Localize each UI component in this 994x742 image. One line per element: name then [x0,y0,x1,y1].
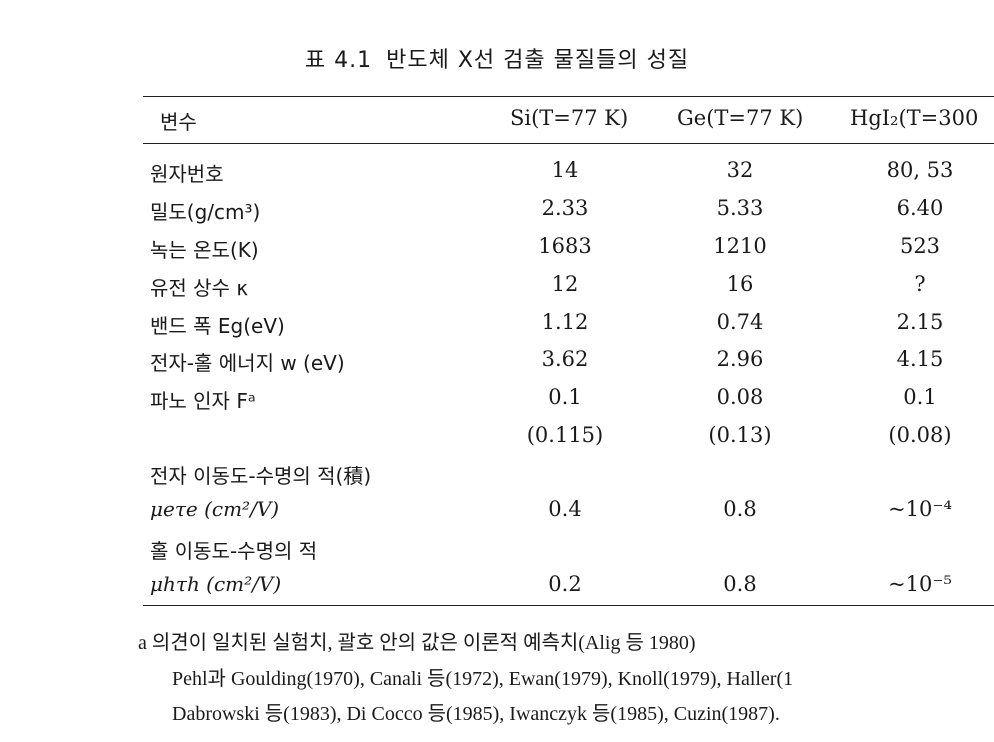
row-label: 홀 이동도-수명의 적 [150,539,318,563]
row-label: 파노 인자 Fᵃ [150,389,256,413]
header-hgi2: HgI₂(T=300 [850,106,979,130]
row-label: 밀도(g/cm³) [150,200,261,224]
ge-value: 0.8 [723,572,757,596]
row-label: 유전 상수 κ [150,276,249,300]
references-line-2: Dabrowski 등(1983), Di Cocco 등(1985), Iwa… [172,703,780,725]
si-value: 0.1 [548,385,582,409]
table-header: 변수 Si(T=77 K) Ge(T=77 K) HgI₂(T=300 [0,106,994,136]
table-title: 반도체 X선 검출 물질들의 성질 [386,48,690,73]
ge-value: (0.13) [708,423,772,447]
header-ge: Ge(T=77 K) [677,106,804,130]
references-line-1: Pehl과 Goulding(1970), Canali 등(1972), Ew… [172,668,794,690]
hgi2-value: 523 [899,234,941,258]
si-value: 0.4 [548,497,582,521]
table-number: 표 4.1 [304,48,373,73]
si-value: 12 [551,272,579,296]
hgi2-value: ? [914,272,926,296]
row-label: 전자-홀 에너지 w (eV) [150,351,345,375]
table-row: 홀 이동도-수명의 적 [0,535,994,565]
table-row: 유전 상수 κ 12 16 ? [0,272,994,302]
hgi2-value: ~10⁻⁴ [888,497,952,521]
table-row: 전자-홀 에너지 w (eV) 3.62 2.96 4.15 [0,347,994,377]
si-value: 0.2 [548,572,582,596]
row-label: 녹는 온도(K) [150,238,259,262]
hgi2-value: (0.08) [888,423,952,447]
row-label: μeτe (cm²/V) [150,497,280,521]
si-value: 1.12 [541,310,589,334]
si-value: 3.62 [541,347,589,371]
row-label: 밴드 폭 Eg(eV) [150,314,285,338]
table-caption: 표 4.1 반도체 X선 검출 물질들의 성질 [0,42,994,74]
table-row: 밴드 폭 Eg(eV) 1.12 0.74 2.15 [0,310,994,340]
hgi2-value: 0.1 [903,385,937,409]
ge-value: 0.8 [723,497,757,521]
hgi2-value: 2.15 [896,310,944,334]
hgi2-value: 4.15 [896,347,944,371]
ge-value: 5.33 [716,196,764,220]
row-label: μhτh (cm²/V) [150,572,282,596]
si-value: 2.33 [541,196,589,220]
table-row: 원자번호 14 32 80, 53 [0,158,994,188]
table-row: 전자 이동도-수명의 적(積) [0,460,994,490]
table-row: μhτh (cm²/V) 0.2 0.8 ~10⁻⁵ [0,572,994,602]
table-row: (0.115) (0.13) (0.08) [0,423,994,453]
footnote-a: a 의견이 일치된 실험치, 괄호 안의 값은 이론적 예측치(Alig 등 1… [138,632,696,654]
ge-value: 0.74 [716,310,764,334]
header-variable: 변수 [160,110,197,134]
table-row: 밀도(g/cm³) 2.33 5.33 6.40 [0,196,994,226]
ge-value: 16 [726,272,754,296]
header-rule [143,143,994,144]
ge-value: 2.96 [716,347,764,371]
top-rule [143,96,994,97]
table-row: μeτe (cm²/V) 0.4 0.8 ~10⁻⁴ [0,497,994,527]
si-value: (0.115) [526,423,604,447]
table-row: 파노 인자 Fᵃ 0.1 0.08 0.1 [0,385,994,415]
table-row: 녹는 온도(K) 1683 1210 523 [0,234,994,264]
hgi2-value: ~10⁻⁵ [888,572,952,596]
si-value: 1683 [538,234,592,258]
hgi2-value: 80, 53 [886,158,954,182]
si-value: 14 [551,158,579,182]
hgi2-value: 6.40 [896,196,944,220]
header-si: Si(T=77 K) [510,106,629,130]
ge-value: 1210 [713,234,767,258]
ge-value: 0.08 [716,385,764,409]
ge-value: 32 [726,158,754,182]
bottom-rule [143,605,994,606]
row-label: 전자 이동도-수명의 적(積) [150,464,372,488]
row-label: 원자번호 [150,162,224,186]
